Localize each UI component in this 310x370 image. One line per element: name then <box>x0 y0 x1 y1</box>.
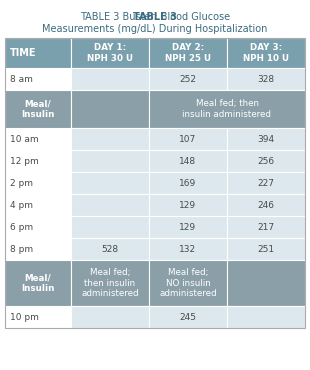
Bar <box>71 68 149 90</box>
Text: 227: 227 <box>258 178 274 188</box>
Text: Meal/
Insulin: Meal/ Insulin <box>21 273 55 293</box>
Bar <box>149 90 305 128</box>
Text: 132: 132 <box>179 245 197 253</box>
Bar <box>149 216 227 238</box>
Text: 107: 107 <box>179 135 197 144</box>
Bar <box>5 306 71 328</box>
Bar <box>227 306 305 328</box>
Text: 217: 217 <box>257 222 275 232</box>
Text: DAY 1:
NPH 30 U: DAY 1: NPH 30 U <box>87 43 133 63</box>
Bar <box>5 216 71 238</box>
Bar <box>149 306 227 328</box>
Bar <box>149 38 227 68</box>
Text: 328: 328 <box>257 74 275 84</box>
Bar <box>5 238 71 260</box>
Bar <box>149 150 227 172</box>
Bar <box>5 260 71 306</box>
Bar <box>71 194 149 216</box>
Bar <box>227 172 305 194</box>
Text: 8 pm: 8 pm <box>10 245 33 253</box>
Text: 394: 394 <box>257 135 275 144</box>
Text: 8 am: 8 am <box>10 74 33 84</box>
Text: TIME: TIME <box>10 48 37 58</box>
Bar <box>71 90 149 128</box>
Bar <box>5 68 71 90</box>
Bar <box>149 68 227 90</box>
Bar <box>227 260 305 306</box>
Text: Meal fed;
then insulin
administered: Meal fed; then insulin administered <box>81 268 139 298</box>
Bar <box>227 216 305 238</box>
Bar <box>227 238 305 260</box>
Text: Meal fed;
NO insulin
administered: Meal fed; NO insulin administered <box>159 268 217 298</box>
Text: 252: 252 <box>179 74 197 84</box>
Text: 10 pm: 10 pm <box>10 313 39 322</box>
Text: 12 pm: 12 pm <box>10 157 39 165</box>
Bar <box>149 238 227 260</box>
Text: 129: 129 <box>179 222 197 232</box>
Bar <box>71 260 149 306</box>
Text: 6 pm: 6 pm <box>10 222 33 232</box>
Bar <box>71 150 149 172</box>
Text: 148: 148 <box>179 157 197 165</box>
Bar <box>71 306 149 328</box>
Bar <box>149 128 227 150</box>
Text: 256: 256 <box>257 157 275 165</box>
Text: 246: 246 <box>258 201 274 209</box>
Text: DAY 3:
NPH 10 U: DAY 3: NPH 10 U <box>243 43 289 63</box>
Text: 10 am: 10 am <box>10 135 39 144</box>
Bar <box>149 194 227 216</box>
Text: 528: 528 <box>101 245 118 253</box>
Bar <box>5 38 71 68</box>
Bar <box>5 128 71 150</box>
Bar <box>5 150 71 172</box>
Text: 251: 251 <box>257 245 275 253</box>
Bar <box>71 172 149 194</box>
Bar <box>71 216 149 238</box>
Text: Meal fed; then
insulin administered: Meal fed; then insulin administered <box>183 99 272 119</box>
Bar <box>227 150 305 172</box>
Bar <box>149 172 227 194</box>
Text: 245: 245 <box>179 313 197 322</box>
Bar <box>5 172 71 194</box>
Bar <box>5 90 71 128</box>
Bar <box>227 38 305 68</box>
Bar <box>227 194 305 216</box>
Text: 129: 129 <box>179 201 197 209</box>
Bar <box>71 128 149 150</box>
Text: 169: 169 <box>179 178 197 188</box>
Text: TABLE 3: TABLE 3 <box>133 12 177 22</box>
Text: 2 pm: 2 pm <box>10 178 33 188</box>
Bar <box>71 238 149 260</box>
Text: TABLE 3 Buster: Blood Glucose
Measurements (mg/dL) During Hospitalization: TABLE 3 Buster: Blood Glucose Measuremen… <box>42 12 268 34</box>
Bar <box>227 68 305 90</box>
Bar <box>5 38 305 328</box>
Text: 4 pm: 4 pm <box>10 201 33 209</box>
Bar <box>149 260 227 306</box>
Text: DAY 2:
NPH 25 U: DAY 2: NPH 25 U <box>165 43 211 63</box>
Bar <box>5 194 71 216</box>
Text: Meal/
Insulin: Meal/ Insulin <box>21 99 55 119</box>
Bar <box>227 128 305 150</box>
Bar <box>71 38 149 68</box>
